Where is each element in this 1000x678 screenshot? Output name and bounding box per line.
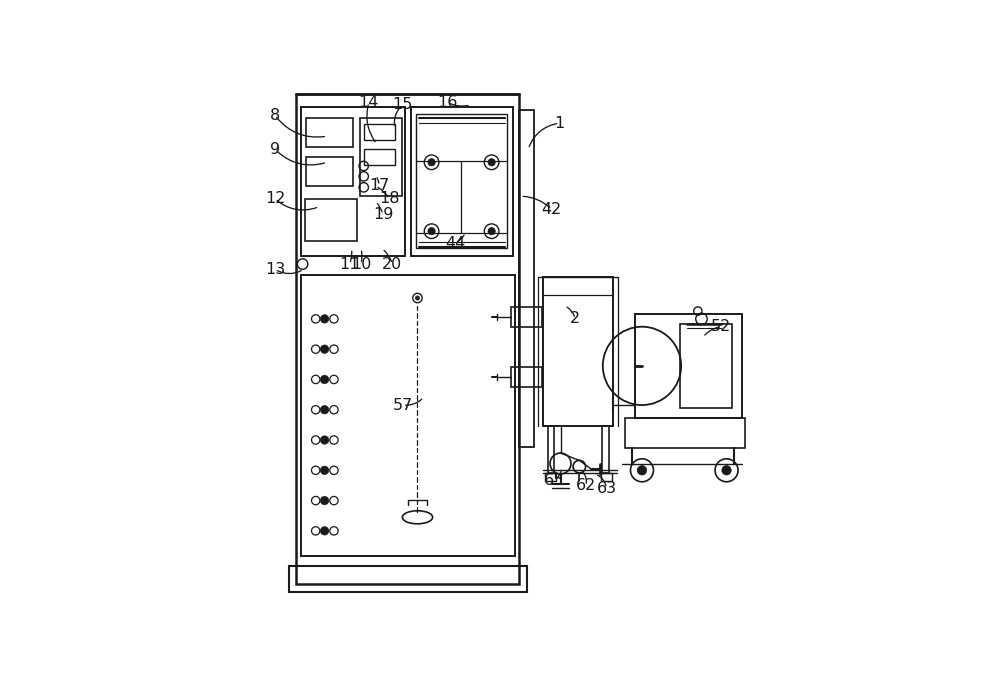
Circle shape: [722, 466, 731, 475]
Circle shape: [320, 466, 329, 475]
Bar: [301, 275, 515, 557]
Text: 20: 20: [382, 256, 403, 272]
Bar: [306, 157, 353, 186]
Text: 19: 19: [373, 207, 393, 222]
Circle shape: [428, 228, 435, 235]
Bar: [543, 277, 613, 426]
Bar: [680, 324, 732, 407]
Circle shape: [320, 405, 329, 414]
Text: 2: 2: [570, 311, 580, 326]
Bar: [301, 108, 405, 256]
Text: 15: 15: [393, 98, 413, 113]
Circle shape: [320, 527, 329, 535]
Text: 57: 57: [393, 397, 413, 412]
Circle shape: [320, 496, 329, 504]
Text: 10: 10: [351, 256, 371, 272]
Circle shape: [320, 315, 329, 323]
Circle shape: [320, 376, 329, 384]
Text: 44: 44: [445, 236, 465, 251]
Bar: [289, 566, 527, 592]
Bar: [548, 426, 554, 473]
Bar: [511, 367, 542, 386]
Bar: [296, 94, 519, 584]
Text: 1: 1: [554, 116, 565, 131]
Bar: [306, 118, 353, 146]
Text: 18: 18: [380, 191, 400, 206]
Text: 11: 11: [339, 256, 360, 272]
Bar: [602, 426, 609, 473]
Bar: [364, 149, 395, 165]
Circle shape: [415, 296, 420, 300]
Bar: [364, 124, 395, 140]
Circle shape: [428, 159, 435, 166]
Text: 8: 8: [270, 108, 280, 123]
Bar: [519, 110, 534, 447]
Text: 12: 12: [265, 191, 285, 206]
Text: 63: 63: [596, 481, 617, 496]
Circle shape: [320, 436, 329, 444]
Circle shape: [320, 345, 329, 353]
Text: 65: 65: [544, 473, 564, 488]
Bar: [601, 473, 612, 481]
Text: 62: 62: [575, 479, 596, 494]
Bar: [625, 418, 745, 448]
Bar: [360, 118, 402, 196]
Circle shape: [488, 228, 495, 235]
Bar: [416, 114, 507, 248]
Text: 17: 17: [369, 178, 390, 193]
Text: 42: 42: [542, 202, 562, 217]
Bar: [511, 307, 542, 327]
Bar: [545, 473, 556, 481]
Text: 13: 13: [265, 262, 285, 277]
Circle shape: [637, 466, 647, 475]
Text: 16: 16: [437, 95, 457, 110]
Bar: [635, 314, 742, 418]
Text: 52: 52: [711, 319, 731, 334]
Bar: [411, 108, 512, 256]
Text: 9: 9: [270, 142, 280, 157]
Text: 14: 14: [359, 95, 379, 110]
Bar: [305, 199, 357, 241]
Circle shape: [488, 159, 495, 166]
